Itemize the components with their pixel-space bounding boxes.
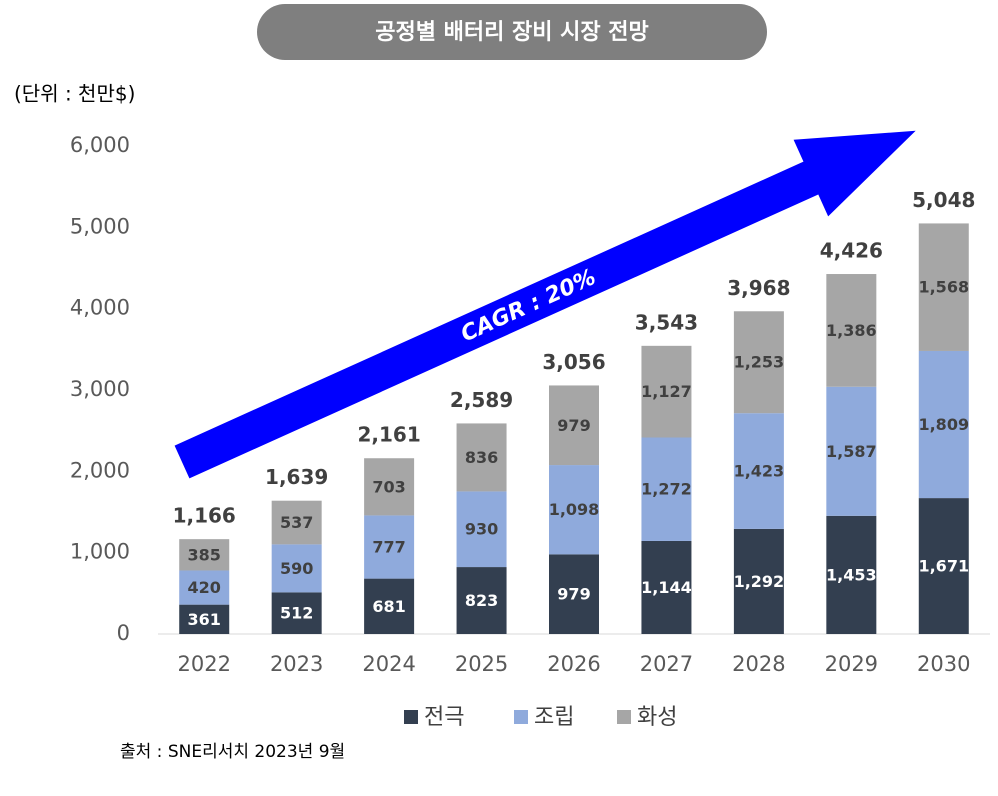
segment-label: 512: [280, 604, 313, 623]
bar-segment: [364, 515, 415, 579]
legend-label: 조립: [534, 705, 574, 730]
segment-label: 590: [280, 559, 313, 578]
segment-label: 420: [188, 578, 221, 597]
bar-segment: [549, 385, 599, 466]
bar-segment: [826, 515, 877, 634]
bar-segment: [271, 544, 322, 593]
segment-label: 1,127: [641, 382, 692, 401]
segment-label: 930: [465, 520, 498, 539]
bar-segment: [456, 567, 507, 634]
bar-segment: [918, 498, 969, 634]
segment-label: 703: [372, 477, 405, 496]
title-pill: [257, 4, 767, 60]
bar-segment: [549, 465, 599, 555]
total-label: 3,056: [542, 350, 605, 374]
bar-segment: [549, 554, 599, 634]
x-tick-label: 2025: [455, 652, 508, 676]
unit-label: (단위 : 천만$): [14, 82, 135, 106]
y-tick-label: 6,000: [70, 133, 130, 157]
legend-label: 전극: [424, 705, 464, 730]
y-tick-label: 3,000: [70, 377, 130, 401]
bar-segment: [641, 437, 692, 541]
bar-segment: [364, 458, 415, 516]
bar-segment: [179, 539, 230, 571]
segment-label: 1,568: [918, 278, 969, 297]
segment-label: 1,453: [826, 565, 877, 584]
segment-label: 1,587: [826, 442, 877, 461]
total-label: 3,543: [635, 310, 698, 334]
x-tick-label: 2026: [547, 652, 600, 676]
total-label: 2,589: [450, 388, 513, 412]
y-tick-label: 1,000: [70, 540, 130, 564]
bar-segment: [733, 311, 784, 414]
segment-label: 823: [465, 591, 498, 610]
y-tick-label: 4,000: [70, 296, 130, 320]
segment-label: 361: [188, 610, 221, 629]
chart-title: 공정별 배터리 장비 시장 전망: [375, 20, 649, 45]
segment-label: 681: [372, 597, 405, 616]
bar-segment: [918, 223, 969, 351]
legend-swatch: [404, 710, 418, 724]
total-label: 1,166: [173, 504, 236, 528]
bar-segment: [456, 491, 507, 568]
y-tick-label: 2,000: [70, 458, 130, 482]
total-label: 5,048: [912, 188, 975, 212]
source-note: 출처 : SNE리서치 2023년 9월: [120, 742, 345, 762]
x-tick-label: 2023: [270, 652, 323, 676]
x-tick-label: 2029: [825, 652, 878, 676]
y-tick-label: 0: [117, 621, 130, 645]
segment-label: 979: [557, 585, 590, 604]
bar-segment: [364, 578, 415, 634]
segment-label: 1,423: [734, 462, 785, 481]
x-tick-label: 2027: [640, 652, 693, 676]
cagr-arrow: CAGR : 20%: [174, 130, 916, 479]
y-tick-label: 5,000: [70, 214, 130, 238]
total-label: 1,639: [265, 465, 328, 489]
segment-label: 385: [188, 545, 221, 564]
bar-segment: [733, 528, 784, 634]
x-tick-label: 2024: [362, 652, 415, 676]
cagr-label: CAGR : 20%: [457, 265, 599, 347]
arrow-shape: [174, 130, 916, 479]
bar-segment: [918, 350, 969, 499]
segment-label: 1,144: [641, 578, 692, 597]
total-label: 4,426: [820, 239, 883, 263]
legend-label: 화성: [637, 705, 677, 730]
segment-label: 1,292: [734, 572, 785, 591]
segment-label: 836: [465, 448, 498, 467]
legend-swatch: [514, 710, 528, 724]
segment-label: 1,253: [734, 353, 785, 372]
segment-label: 1,098: [549, 500, 600, 519]
segment-label: 1,671: [918, 557, 969, 576]
segment-label: 979: [557, 416, 590, 435]
bar-segment: [826, 274, 877, 387]
legend-swatch: [617, 710, 631, 724]
bar-segment: [641, 345, 692, 438]
x-tick-label: 2022: [177, 652, 230, 676]
total-label: 2,161: [357, 423, 420, 447]
bar-segment: [179, 570, 230, 605]
total-label: 3,968: [727, 276, 790, 300]
bar-segment: [641, 540, 692, 634]
segment-label: 1,386: [826, 321, 877, 340]
bar-segment: [179, 604, 230, 634]
x-tick-label: 2028: [732, 652, 785, 676]
x-tick-label: 2030: [917, 652, 970, 676]
bar-segment: [826, 386, 877, 516]
bar-segment: [456, 423, 507, 492]
bar-segment: [271, 592, 322, 634]
segment-label: 777: [372, 538, 405, 557]
bar-segment: [271, 500, 322, 545]
segment-label: 1,272: [641, 480, 692, 499]
bar-segment: [733, 413, 784, 529]
segment-label: 1,809: [918, 415, 969, 434]
segment-label: 537: [280, 513, 313, 532]
